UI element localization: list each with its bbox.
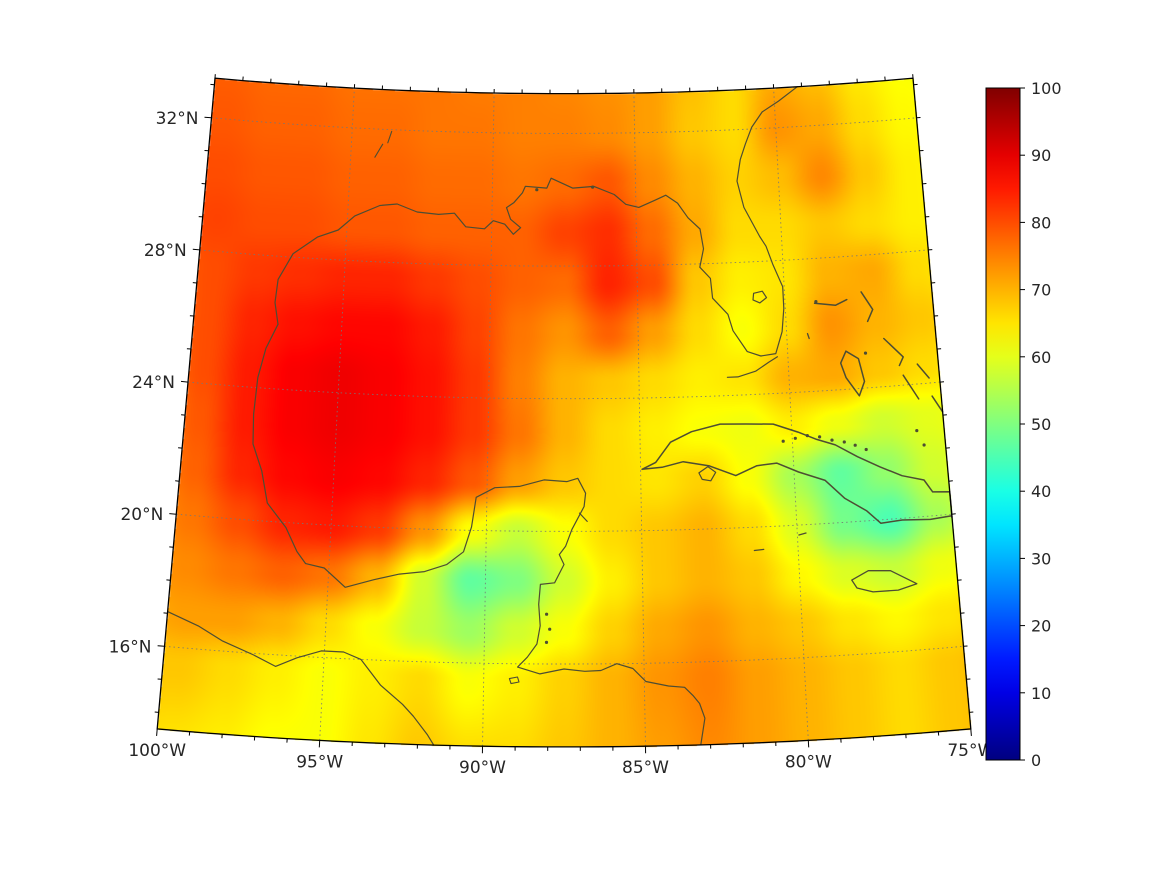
coastline bbox=[902, 374, 920, 400]
gridline-lat bbox=[199, 249, 929, 267]
islet-dot bbox=[864, 447, 868, 452]
islet-dot bbox=[818, 435, 822, 439]
gridline-lon bbox=[773, 88, 809, 741]
coastline bbox=[508, 676, 520, 685]
gridline-lon bbox=[319, 88, 355, 741]
gridline-lon bbox=[482, 92, 495, 747]
islet-dot bbox=[863, 351, 868, 355]
axis-tick bbox=[204, 116, 212, 119]
coastline bbox=[813, 298, 848, 307]
axis-tick-labels: 100°W 95°W 90°W 85°W 80°W 75°W 16°N 20°N 24°N 28°… bbox=[109, 109, 995, 778]
islet-dot bbox=[545, 612, 549, 616]
coastline bbox=[167, 611, 435, 746]
colorbar-gradient bbox=[985, 87, 1021, 761]
colorbar-tick-label: 50 bbox=[1031, 415, 1051, 434]
coastline bbox=[252, 323, 706, 746]
coastline bbox=[726, 356, 778, 378]
colorbar-tick-label: 60 bbox=[1031, 348, 1051, 367]
lat-tick-label: 16°N bbox=[109, 637, 152, 657]
lat-tick-label: 32°N bbox=[156, 109, 199, 129]
islet-dot bbox=[814, 300, 818, 304]
lon-tick-label: 75°W bbox=[947, 741, 994, 761]
coastline bbox=[931, 395, 944, 413]
colorbar-tick-label: 100 bbox=[1031, 79, 1062, 98]
islet-dot bbox=[842, 440, 846, 444]
axis-tick bbox=[156, 728, 158, 736]
lat-tick-label: 20°N bbox=[120, 505, 163, 525]
gridline-lat bbox=[176, 513, 952, 532]
islet-dot bbox=[544, 640, 549, 645]
islet-dot bbox=[922, 443, 926, 447]
islet-dot bbox=[853, 443, 857, 447]
gridline-lat bbox=[164, 645, 964, 665]
lon-tick-label: 85°W bbox=[622, 758, 669, 778]
colorbar-tick-label: 20 bbox=[1031, 617, 1051, 636]
islet-dot bbox=[591, 185, 595, 189]
colorbar: 0 10 20 30 40 50 60 70 80 90 100 bbox=[985, 79, 1062, 770]
colorbar-tick-label: 80 bbox=[1031, 213, 1051, 232]
graticule bbox=[164, 88, 964, 747]
lat-tick-label: 24°N bbox=[132, 373, 175, 393]
colorbar-tick-label: 30 bbox=[1031, 549, 1051, 568]
axis-tick bbox=[970, 728, 972, 736]
islet-dot bbox=[535, 188, 539, 192]
gridline-lat bbox=[211, 117, 917, 134]
coastline bbox=[883, 337, 904, 367]
axis-tick bbox=[169, 513, 177, 515]
lat-tick-label: 28°N bbox=[144, 241, 187, 261]
colorbar-tick-label: 40 bbox=[1031, 482, 1051, 501]
lon-tick-label: 90°W bbox=[459, 758, 506, 778]
coastline bbox=[641, 423, 953, 524]
coastlines bbox=[167, 86, 953, 746]
coastline bbox=[578, 512, 588, 522]
colorbar-tick-label: 10 bbox=[1031, 684, 1051, 703]
axis-tick bbox=[192, 248, 200, 251]
islet-dot bbox=[548, 627, 552, 631]
coastline bbox=[753, 548, 765, 552]
lon-tick-label: 80°W bbox=[785, 752, 832, 772]
axis-tick bbox=[157, 645, 165, 647]
axis-tick bbox=[180, 380, 189, 383]
gridline-lon bbox=[633, 92, 646, 747]
colorbar-tick-label: 90 bbox=[1031, 146, 1051, 165]
colorbar-tick-label: 0 bbox=[1031, 751, 1041, 770]
colorbar-tick-label: 70 bbox=[1031, 281, 1051, 300]
lon-tick-label: 95°W bbox=[296, 752, 343, 772]
lon-tick-label: 100°W bbox=[128, 741, 186, 761]
islet-dot bbox=[781, 439, 785, 443]
coastline bbox=[860, 291, 874, 323]
coastline bbox=[798, 532, 807, 536]
coastline bbox=[851, 569, 918, 593]
coastline bbox=[839, 350, 866, 397]
islet-dot bbox=[793, 436, 797, 440]
axis-ticks bbox=[154, 74, 974, 754]
coastline bbox=[374, 143, 384, 158]
coastline bbox=[387, 130, 393, 144]
map-border bbox=[156, 77, 972, 748]
islet-dot bbox=[915, 429, 919, 433]
gridline-lat bbox=[187, 381, 941, 400]
coastline bbox=[806, 332, 810, 340]
map-boundary bbox=[156, 77, 972, 748]
coastline bbox=[274, 86, 798, 357]
coastline bbox=[752, 290, 768, 304]
coastline bbox=[698, 466, 717, 482]
islet-dot bbox=[805, 434, 809, 438]
coastline bbox=[916, 363, 930, 379]
islet-dot bbox=[830, 438, 834, 442]
